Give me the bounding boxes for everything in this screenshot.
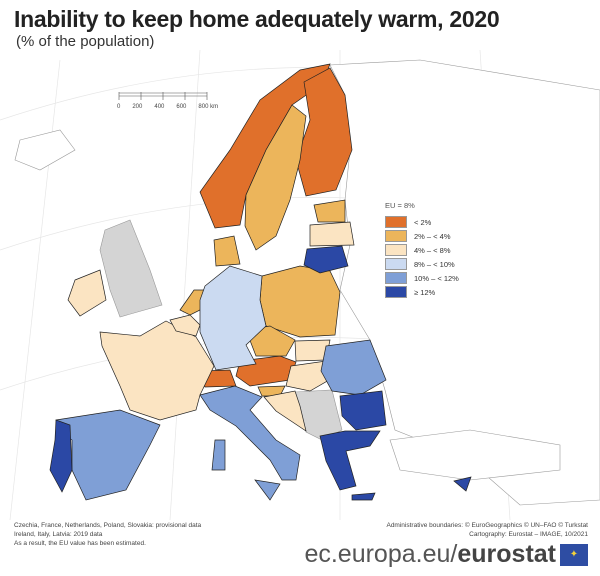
country-lt [303, 245, 349, 274]
legend-label: 4% – < 8% [414, 245, 451, 255]
country-ie [67, 269, 107, 317]
country-hr [263, 390, 307, 432]
legend-item: ≥ 12% [385, 285, 459, 299]
legend-swatch [385, 286, 407, 298]
legend-label: ≥ 12% [414, 287, 436, 297]
country-bg [339, 390, 387, 431]
legend-swatch [385, 272, 407, 284]
note: As a result, the EU value has been estim… [14, 540, 146, 547]
credits: Administrative boundaries: © EuroGeograp… [386, 521, 588, 539]
scale-bar: 0 200 400 600 800 km [117, 90, 218, 110]
credit: Cartography: Eurostat – IMAGE, 10/2021 [469, 531, 588, 538]
legend-swatch [385, 230, 407, 242]
country-de [199, 265, 267, 371]
country-it [199, 385, 301, 501]
eu-flag-icon: ✦ [560, 543, 588, 566]
scale-label: 800 km [198, 104, 219, 110]
eurostat-logo: ec.europa.eu/eurostat ✦ [304, 540, 588, 569]
brand-prefix: ec.europa.eu/ [304, 540, 458, 568]
no-data-countries [99, 219, 343, 441]
country-el [319, 430, 381, 501]
non-eu-land [14, 59, 600, 506]
legend-swatch [385, 244, 407, 256]
scale-label: 0 [117, 104, 121, 110]
map-subtitle: (% of the population) [16, 33, 155, 50]
country-fr [99, 320, 215, 421]
country-lv [309, 221, 355, 247]
scale-label: 600 [176, 104, 187, 110]
country-pl [259, 265, 341, 338]
legend-item: 2% – < 4% [385, 229, 459, 243]
country-pt [49, 419, 73, 493]
scale-label: 200 [132, 104, 143, 110]
legend-item: 8% – < 10% [385, 257, 459, 271]
country-be [169, 314, 201, 337]
footnotes: Czechia, France, Netherlands, Poland, Sl… [14, 521, 201, 548]
legend-label: 2% – < 4% [414, 231, 451, 241]
country-cy [453, 476, 472, 492]
legend-item: < 2% [385, 215, 459, 229]
country-se [244, 104, 307, 251]
note: Ireland, Italy, Latvia: 2019 data [14, 531, 103, 538]
note: Czechia, France, Netherlands, Poland, Sl… [14, 522, 202, 529]
legend-label: < 2% [414, 217, 432, 227]
legend-swatch [385, 216, 407, 228]
legend: EU = 8% < 2% 2% – < 4% 4% – < 8% 8% – < 10%… [385, 201, 459, 299]
scale-label: 400 [154, 104, 165, 110]
credit: Administrative boundaries: © EuroGeograp… [386, 522, 588, 529]
map-title: Inability to keep home adequately warm, … [14, 6, 500, 32]
country-ee [313, 199, 346, 223]
legend-item: 10% – < 12% [385, 271, 459, 285]
legend-item: 4% – < 8% [385, 243, 459, 257]
legend-swatch [385, 258, 407, 270]
country-dk [213, 235, 241, 267]
legend-header: EU = 8% [385, 201, 415, 210]
country-fi [295, 67, 353, 197]
legend-label: 10% – < 12% [414, 273, 459, 283]
legend-label: 8% – < 10% [414, 259, 455, 269]
brand-name: eurostat [457, 540, 556, 568]
